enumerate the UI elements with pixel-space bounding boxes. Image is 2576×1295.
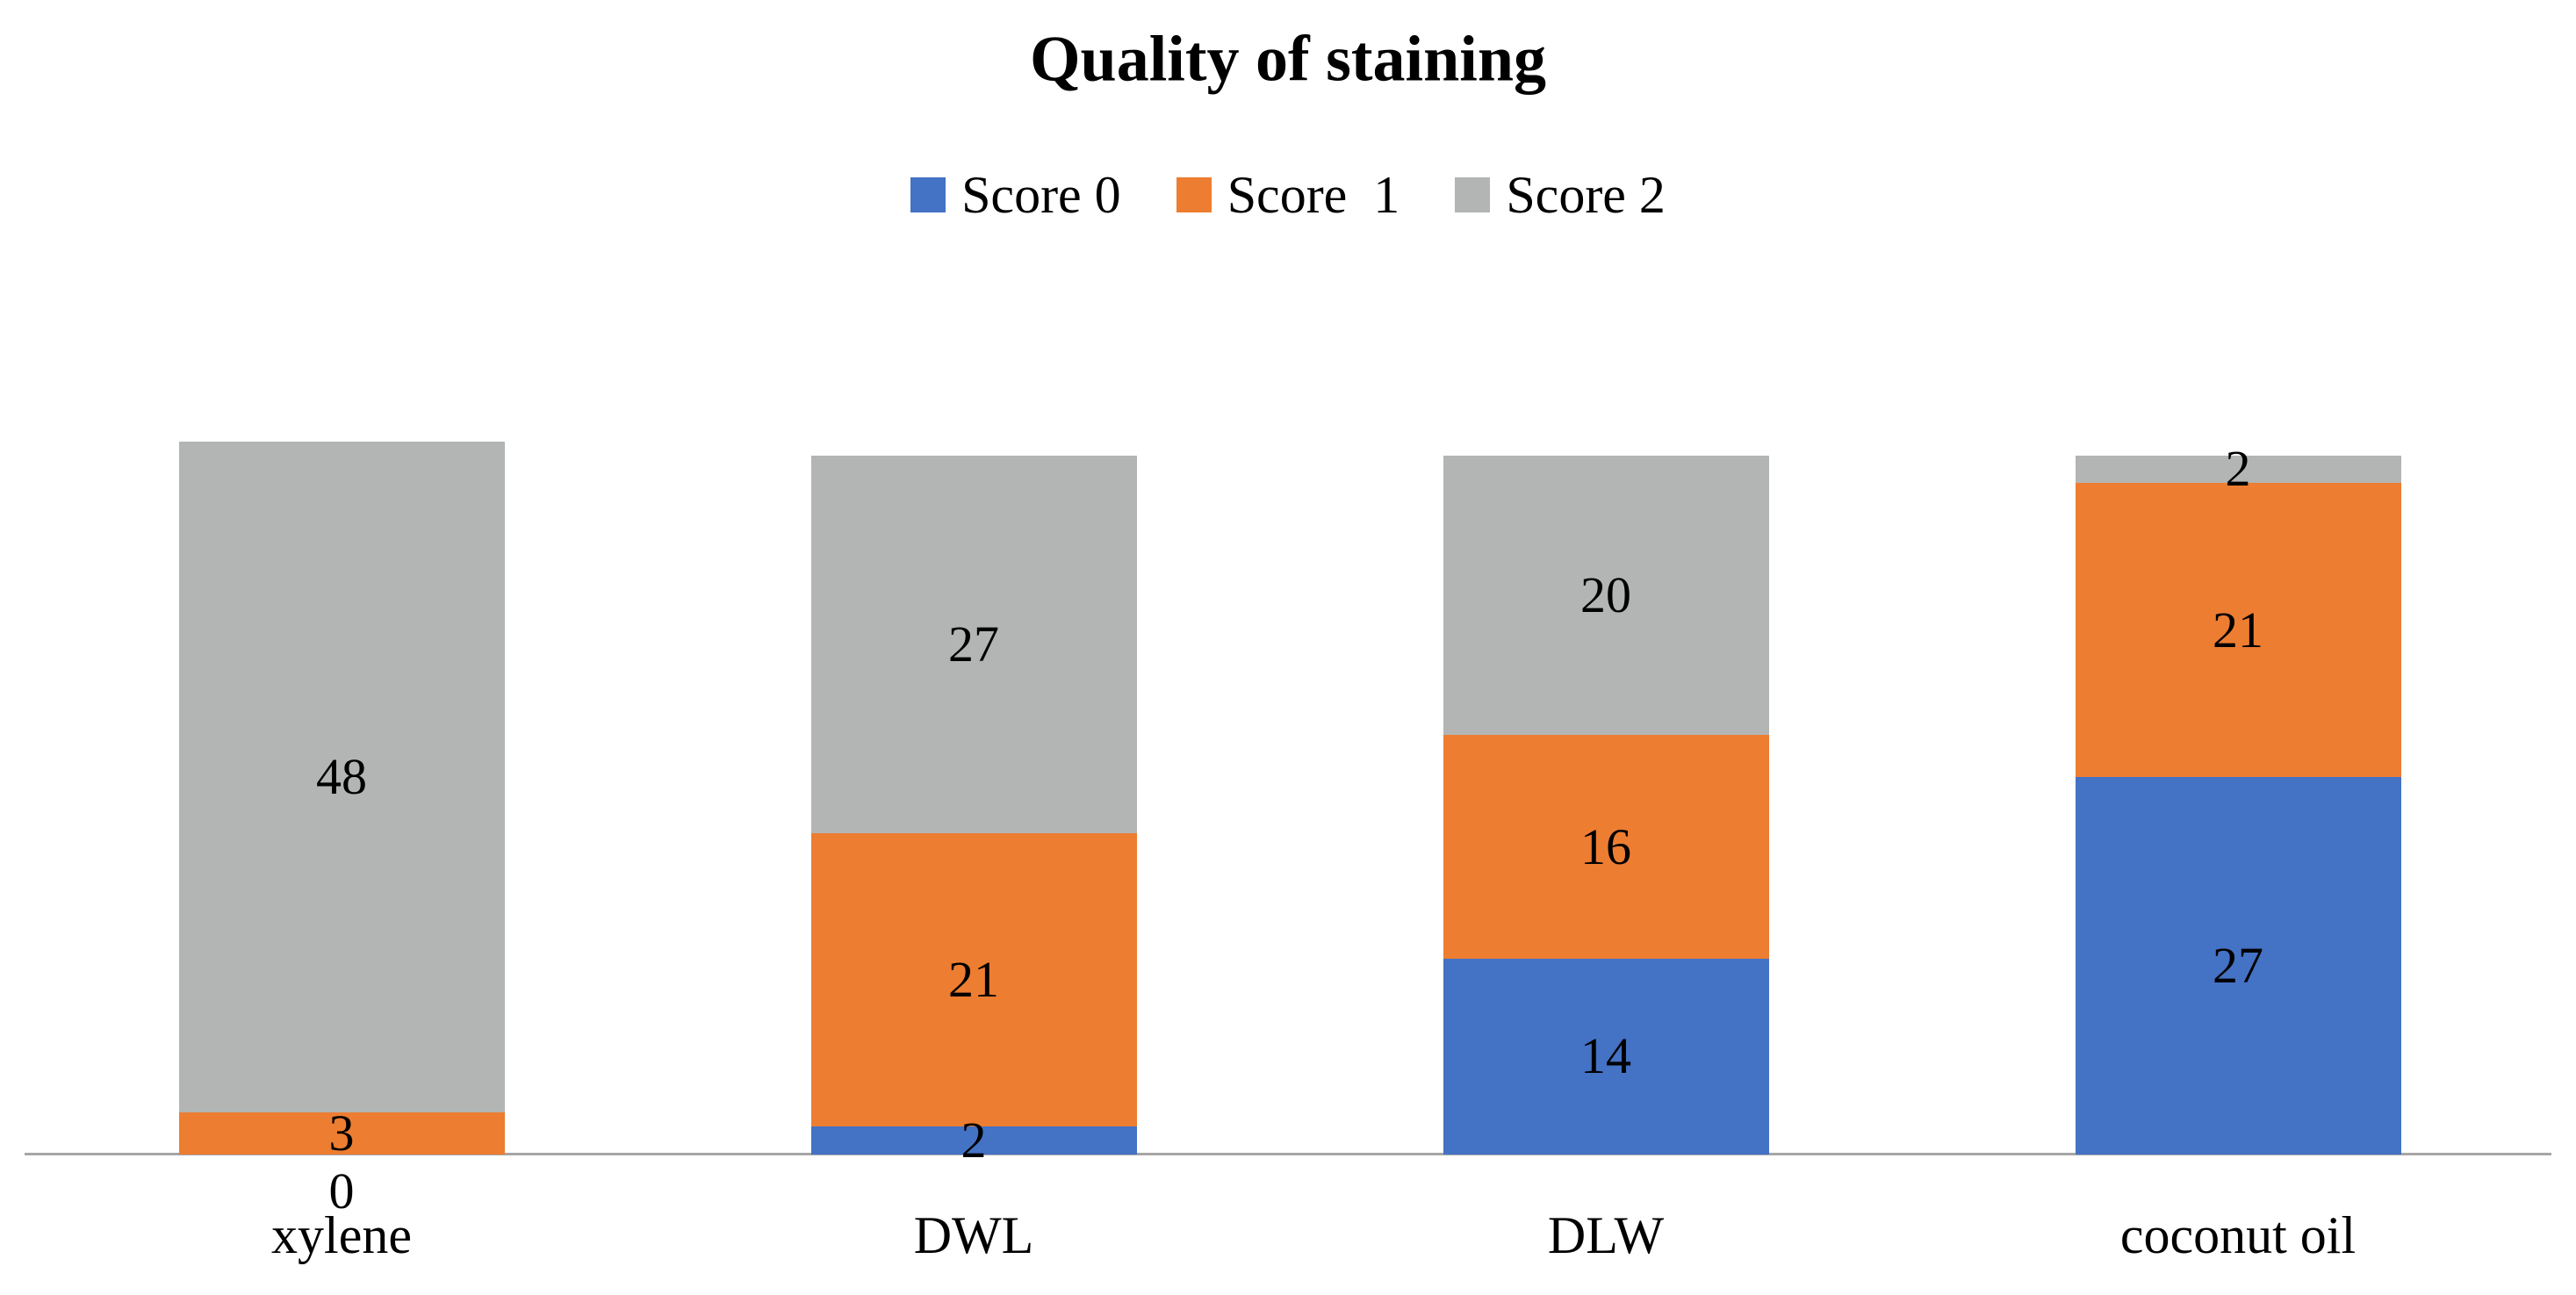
bar-segment-DLW-series-2 xyxy=(1443,455,1769,736)
value-label-DWL-series-0: 2 xyxy=(961,1112,987,1169)
legend-item-score-2: Score 2 xyxy=(1455,169,1666,221)
category-label-DWL: DWL xyxy=(913,1206,1034,1264)
value-label-xylene-series-0: 0 xyxy=(328,1162,355,1219)
category-label-xylene: xylene xyxy=(271,1206,412,1264)
value-label-DLW-series-2: 20 xyxy=(1580,565,1631,623)
legend-label-score-0: Score 0 xyxy=(961,166,1121,224)
legend-label-score-2: Score 2 xyxy=(1506,166,1666,224)
legend-swatch-score-2-icon xyxy=(1455,177,1491,212)
bar-segment-xylene-series-1 xyxy=(178,1112,505,1155)
value-label-coconut-oil-series-0: 27 xyxy=(2213,936,2263,994)
value-label-xylene-series-1: 3 xyxy=(328,1104,355,1162)
value-label-coconut-oil-series-1: 21 xyxy=(2213,601,2263,658)
bar-segment-coconut-oil-series-0 xyxy=(2075,776,2401,1155)
bar-segment-DWL-series-1 xyxy=(810,832,1137,1127)
category-label-DLW: DLW xyxy=(1547,1206,1665,1264)
legend-item-score-0: Score 0 xyxy=(910,169,1121,221)
category-label-coconut-oil: coconut oil xyxy=(2119,1206,2357,1264)
value-label-xylene-series-2: 48 xyxy=(316,747,367,805)
value-label-DWL-series-1: 21 xyxy=(948,950,999,1008)
legend: Score 0 Score 1 Score 2 xyxy=(0,169,2576,221)
legend-label-score-1: Score 1 xyxy=(1227,166,1400,224)
bar-segment-DWL-series-0 xyxy=(810,1126,1137,1155)
value-label-DLW-series-0: 14 xyxy=(1580,1027,1631,1085)
x-axis-line xyxy=(25,1153,2551,1155)
bar-segment-xylene-series-2 xyxy=(178,441,505,1113)
bar-segment-DWL-series-2 xyxy=(810,455,1137,833)
legend-swatch-score-0-icon xyxy=(910,177,946,212)
bar-segment-coconut-oil-series-2 xyxy=(2075,455,2401,484)
bar-segment-DLW-series-1 xyxy=(1443,735,1769,959)
bar-segment-coconut-oil-series-1 xyxy=(2075,483,2401,777)
value-label-DLW-series-1: 16 xyxy=(1580,817,1631,875)
value-label-coconut-oil-series-2: 2 xyxy=(2225,440,2251,498)
legend-swatch-score-1-icon xyxy=(1176,177,1212,212)
chart-title: Quality of staining xyxy=(1030,23,1546,96)
legend-item-score-1: Score 1 xyxy=(1176,169,1400,221)
value-label-DWL-series-2: 27 xyxy=(948,615,999,673)
bar-segment-DLW-series-0 xyxy=(1443,958,1769,1155)
